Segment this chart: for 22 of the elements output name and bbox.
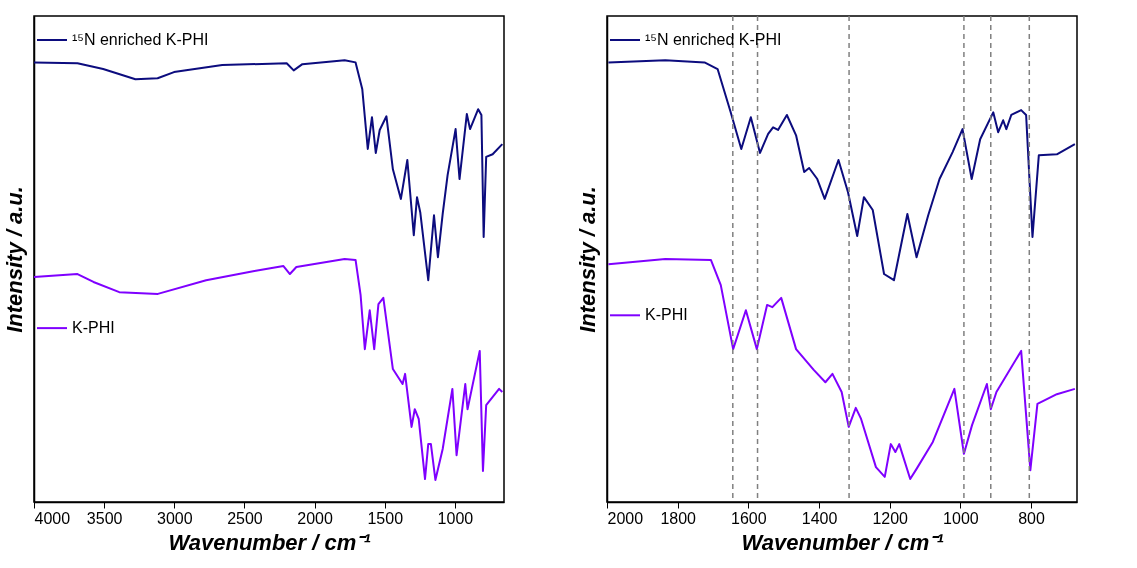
x-tick-label: 1200	[872, 509, 909, 527]
x-tick-label: 1500	[367, 509, 404, 527]
legend-label: K-PHI	[645, 306, 688, 324]
legend-label: K-PHI	[72, 319, 115, 337]
y-axis-title: Intensity / a.u.	[574, 186, 600, 333]
x-tick-label: 1400	[801, 509, 838, 527]
x-tick-label: 800	[1018, 509, 1046, 527]
x-tick-label: 3000	[157, 509, 193, 527]
y-axis-title: Intensity / a.u.	[1, 186, 27, 333]
x-tick-label: 1800	[660, 509, 697, 527]
x-axis-title: Wavenumber / cm⁻¹	[741, 529, 945, 555]
x-tick-label: 1000	[943, 509, 979, 527]
x-tick-label: 2000	[297, 509, 333, 527]
x-axis-title: Wavenumber / cm⁻¹	[168, 529, 372, 555]
x-tick-label: 1000	[437, 509, 474, 527]
x-tick-label: 3500	[86, 509, 123, 527]
x-tick-label: 2000	[607, 509, 644, 527]
legend-label: ¹⁵N enriched K-PHI	[645, 31, 782, 48]
x-tick-label: 2500	[227, 509, 263, 527]
legend-label: ¹⁵N enriched K-PHI	[72, 31, 209, 48]
x-tick-label: 4000	[34, 509, 71, 527]
x-tick-label: 1600	[731, 509, 767, 527]
